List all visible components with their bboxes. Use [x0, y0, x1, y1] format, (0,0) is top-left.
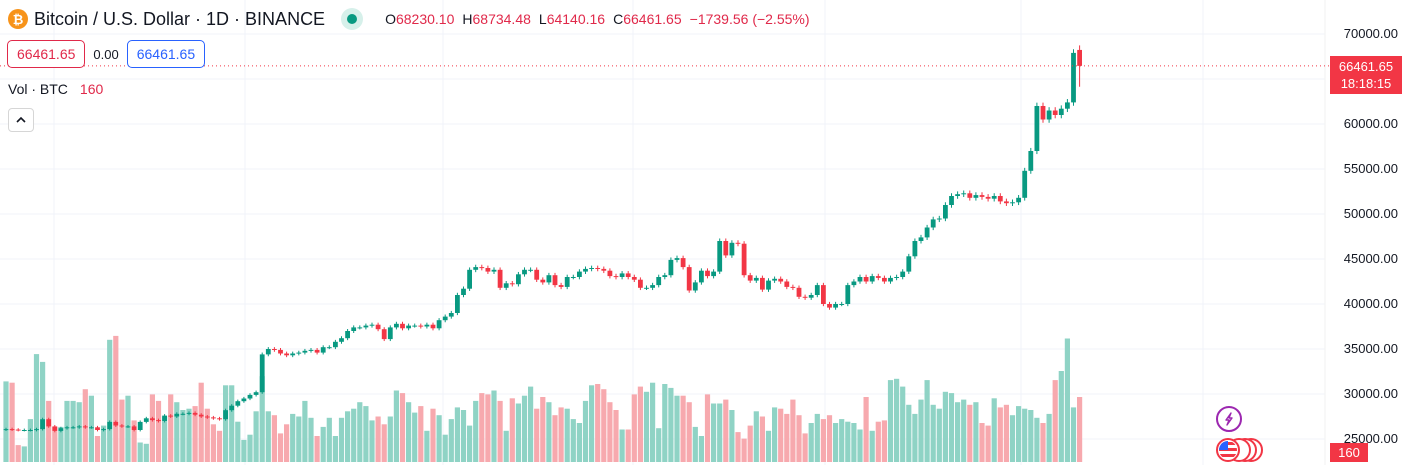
low-label: L	[538, 11, 547, 27]
volume-label: Vol · BTC	[8, 81, 68, 97]
low-value: 64140.16	[546, 11, 606, 27]
collapse-legend-button[interactable]	[8, 108, 34, 132]
symbol-title[interactable]: Bitcoin / U.S. Dollar · 1D · BINANCE	[34, 8, 326, 29]
change-value: −1739.56 (−2.55%)	[689, 11, 810, 27]
price-axis-label: 35000.00	[1343, 341, 1398, 356]
price-axis-label: 45000.00	[1343, 251, 1398, 266]
us-flag-events-icon[interactable]	[1215, 437, 1263, 463]
open-label: O	[385, 11, 396, 27]
price-axis-label: 60000.00	[1343, 116, 1398, 131]
open-value: 68230.10	[395, 11, 455, 27]
volume-value: 160	[79, 81, 104, 97]
last-price-value: 66461.65	[1338, 59, 1394, 74]
price-axis-label: 50000.00	[1343, 206, 1398, 221]
market-open-dot-icon[interactable]	[341, 8, 364, 30]
ohlc-values: O68230.10 H68734.48 L64140.16 C66461.65 …	[385, 11, 809, 27]
high-label: H	[462, 11, 473, 27]
price-axis-label: 40000.00	[1343, 296, 1398, 311]
trade-panel: 66461.65 0.00 66461.65	[7, 40, 206, 68]
bitcoin-icon: ₿	[8, 9, 28, 29]
price-axis-label: 55000.00	[1343, 161, 1398, 176]
high-value: 68734.48	[472, 11, 531, 27]
close-label: C	[613, 11, 624, 27]
close-value: 66461.65	[623, 11, 682, 27]
price-axis-label: 30000.00	[1343, 386, 1398, 401]
sell-button[interactable]: 66461.65	[7, 40, 86, 68]
volume-legend[interactable]: Vol · BTC 160	[8, 81, 103, 97]
price-axis-label: 70000.00	[1343, 26, 1398, 41]
last-price-tag: 66461.65 18:18:15	[1330, 56, 1402, 94]
countdown-timer: 18:18:15	[1340, 76, 1392, 91]
chevron-up-icon	[16, 116, 26, 123]
volume-axis-tag: 160	[1330, 443, 1368, 462]
buy-button[interactable]: 66461.65	[126, 40, 206, 68]
spread-value: 0.00	[93, 46, 119, 62]
price-axis-label: 25000.00	[1343, 431, 1398, 446]
symbol-legend: ₿ Bitcoin / U.S. Dollar · 1D · BINANCE O…	[8, 6, 810, 32]
lightning-icon[interactable]	[1216, 406, 1242, 432]
